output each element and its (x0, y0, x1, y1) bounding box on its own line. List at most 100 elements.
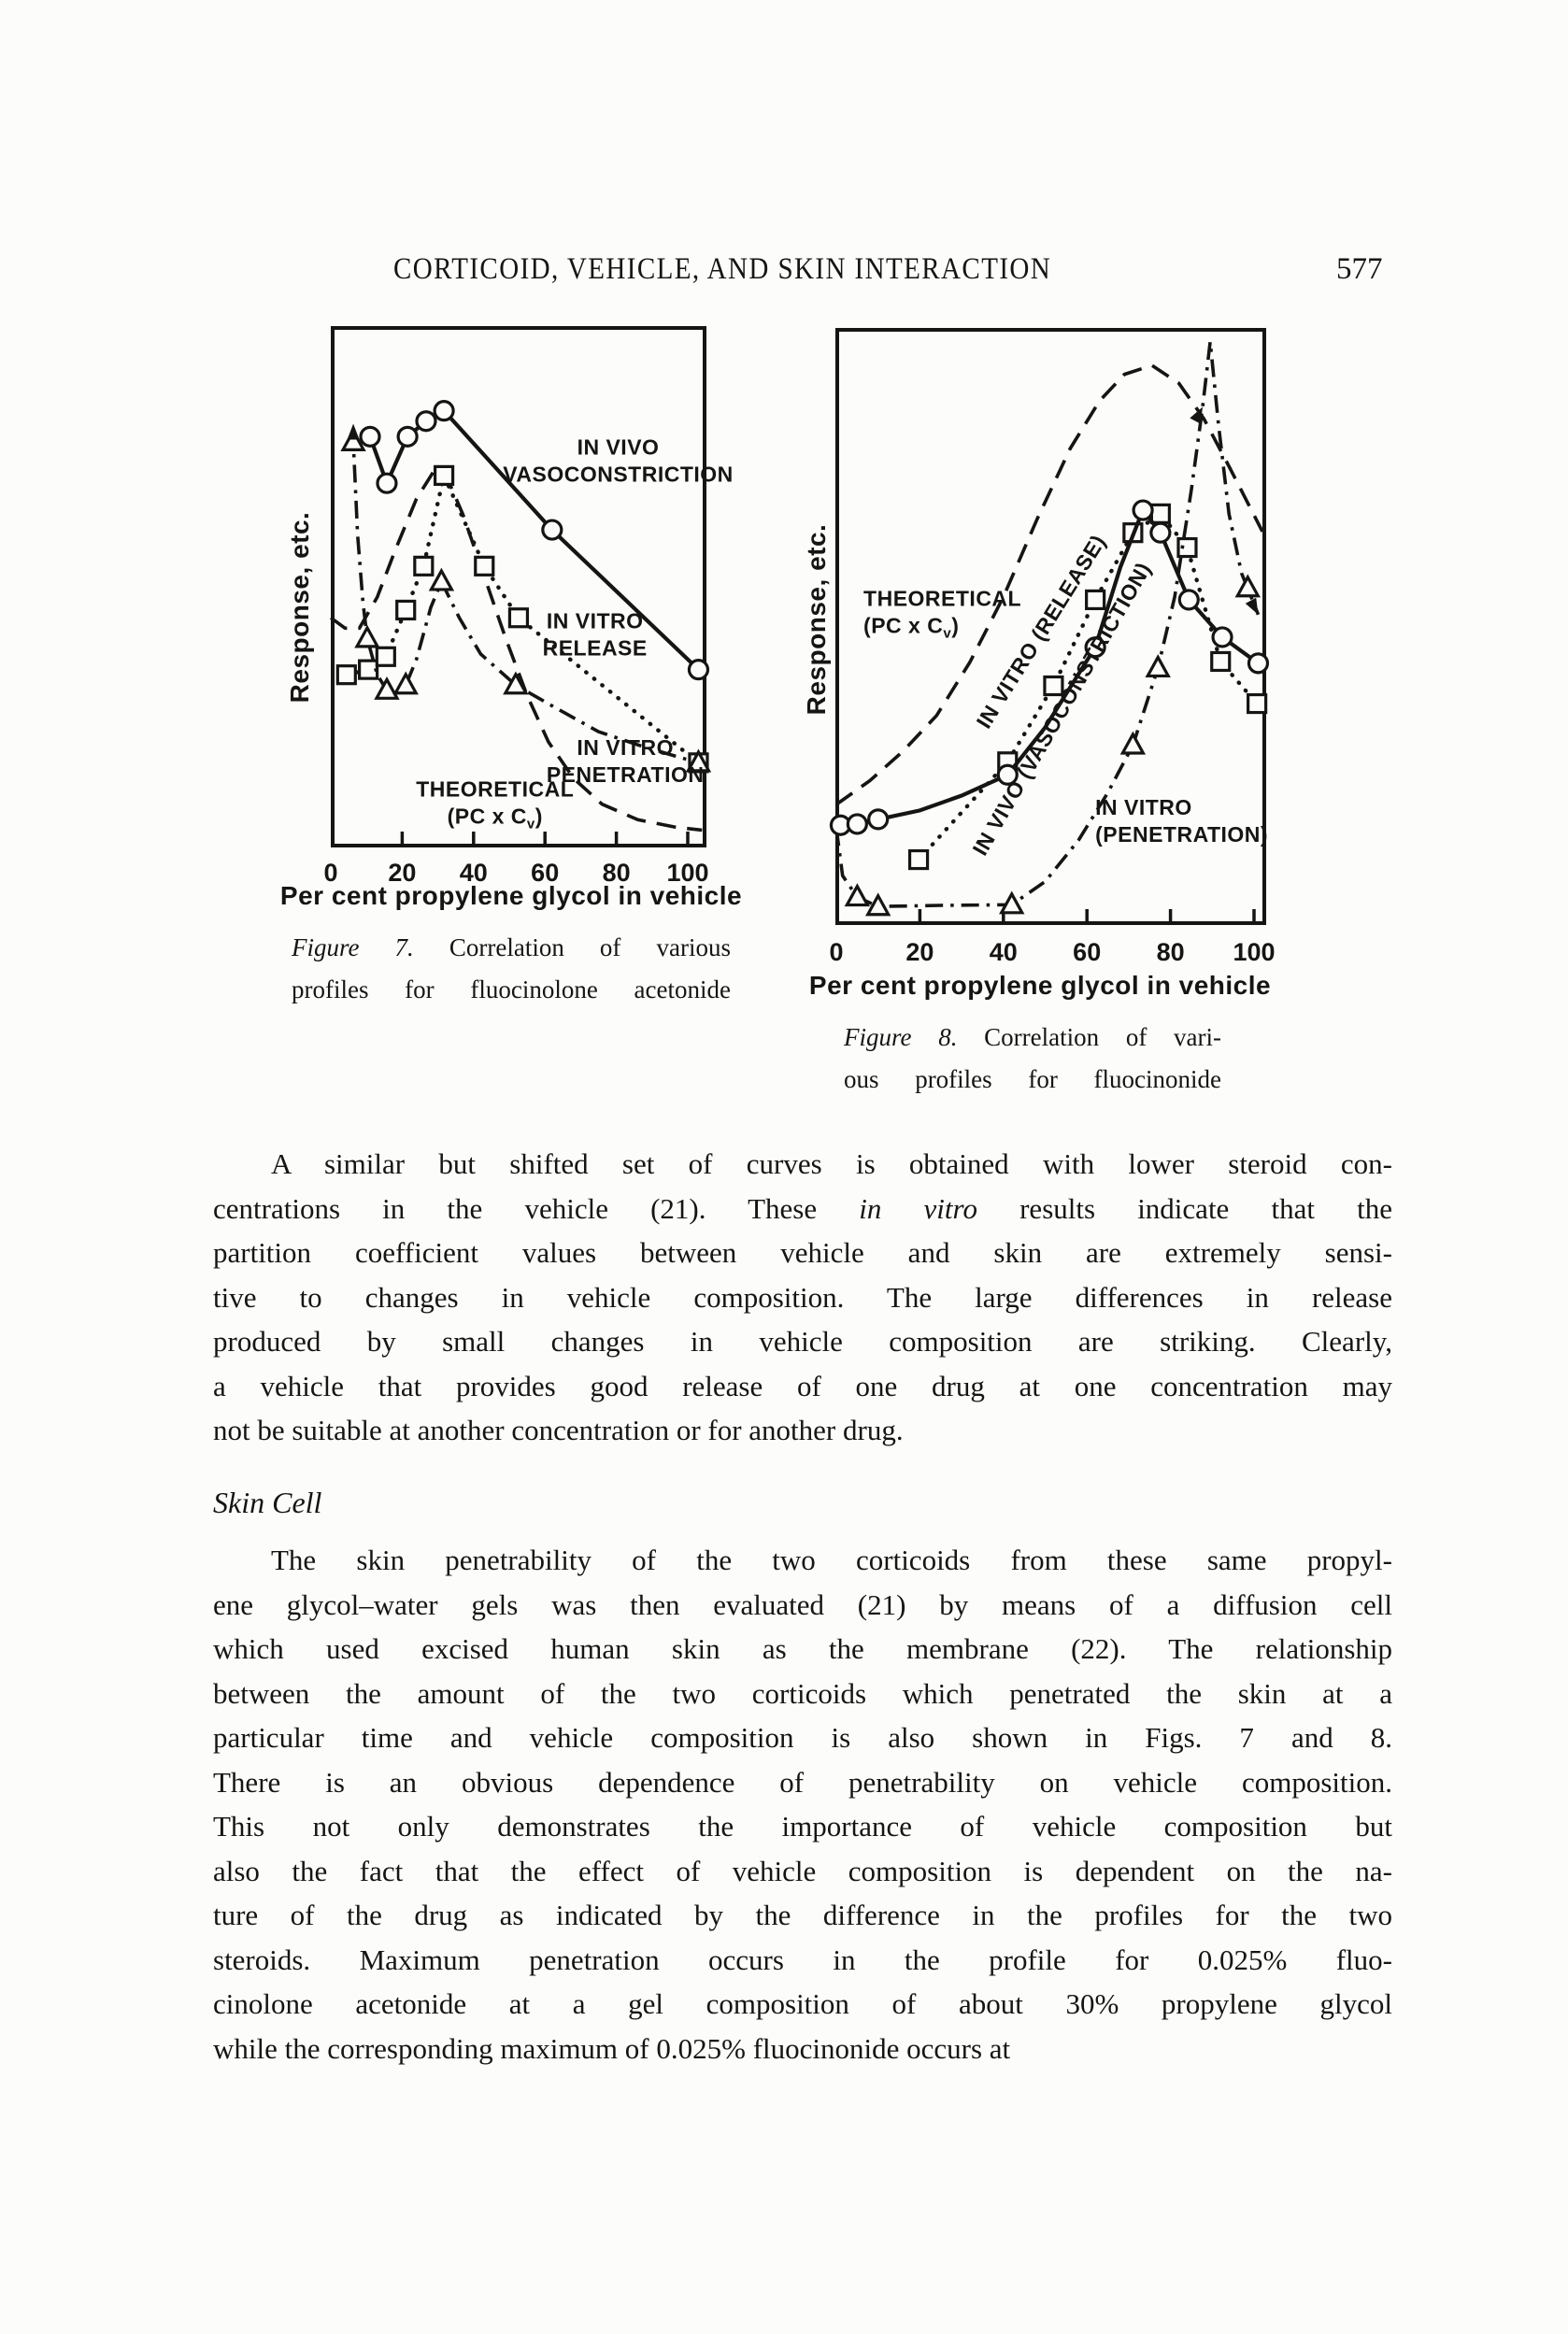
text-line: tive to changes in vehicle composition. … (213, 1280, 1392, 1314)
marker-square (1210, 650, 1232, 673)
marker-circle (996, 763, 1019, 786)
x-tick-label: 100 (1233, 938, 1275, 966)
marker-circle (1132, 499, 1154, 521)
marker-triangle (374, 676, 400, 700)
series-theoretical-pc-x-cv- (834, 363, 1264, 806)
text-line: cinolone acetonide at a gel composition … (213, 1987, 1392, 2020)
figure8-caption-label: Figure 8. (844, 1023, 958, 1051)
marker-circle (541, 519, 563, 541)
chart-annotation: IN VIVO (577, 435, 660, 460)
chart-annotation: VASOCONSTRICTION (503, 463, 734, 487)
text-line: a vehicle that provides good release of … (213, 1369, 1392, 1402)
chart-annotation: (PC x Cv) (448, 804, 543, 832)
text-line: produced by small changes in vehicle com… (213, 1325, 1392, 1358)
x-tick-label: 40 (460, 859, 488, 887)
text-line: steroids. Maximum penetration occurs in … (213, 1943, 1392, 1976)
chart-annotation: IN VITRO (1095, 795, 1192, 819)
marker-circle (1211, 626, 1233, 648)
marker-circle (846, 813, 868, 835)
marker-square (1247, 692, 1268, 715)
marker-square (395, 599, 417, 621)
x-tick-label: 60 (531, 859, 559, 887)
section-heading-skin-cell: Skin Cell (213, 1485, 322, 1519)
text-segment-italic: in vitro (859, 1191, 977, 1225)
text-line: There is an obvious dependence of penetr… (213, 1765, 1392, 1799)
text-line: partition coefficient values between veh… (213, 1236, 1392, 1269)
marker-square (1149, 503, 1171, 524)
x-axis-title: Per cent propylene glycol in vehicle (809, 971, 1271, 1000)
x-tick-label: 80 (603, 859, 631, 887)
x-tick-label: 60 (1073, 938, 1101, 966)
x-tick-label: 0 (829, 938, 843, 966)
chart-annotation: IN VITRO (RELEASE) (972, 531, 1111, 733)
figure7-caption-line1: Figure 7. Correlation of various (292, 927, 731, 969)
marker-circle (433, 400, 455, 422)
figure7-caption-line2: profiles for fluocinolone acetonide (292, 975, 731, 1003)
page-number: 577 (1336, 252, 1383, 286)
marker-square (1043, 675, 1064, 697)
text-line: centrations in the vehicle (21). These i… (213, 1187, 1392, 1231)
paragraph-2: The skin penetrability of the two cortic… (213, 1538, 1392, 2071)
x-tick-label: 0 (323, 859, 337, 887)
figure8-caption-line1: Figure 8. Correlation of vari- (844, 1017, 1221, 1059)
marker-circle (1149, 521, 1172, 544)
chart-annotation: RELEASE (543, 635, 648, 660)
marker-square (507, 607, 530, 629)
marker-square (907, 848, 930, 871)
running-head-title: CORTICOID, VEHICLE, AND SKIN INTERACTION (393, 252, 1052, 286)
marker-square (335, 664, 357, 686)
figure8-caption-text: Correlation of vari- (984, 1023, 1222, 1051)
text-line: particular time and vehicle composition … (213, 1721, 1392, 1754)
text-line: while the corresponding maximum of 0.025… (213, 2031, 1011, 2065)
figure8-caption: Figure 8. Correlation of vari- ous profi… (844, 1017, 1221, 1101)
marker-triangle (392, 671, 419, 695)
chart-annotation: IN VITRO (547, 608, 644, 633)
y-axis-title: Response, etc. (285, 512, 314, 704)
marker-triangle (340, 428, 366, 451)
marker-triangle (503, 671, 529, 695)
marker-triangle (1145, 654, 1171, 678)
x-axis-title: Per cent propylene glycol in vehicle (280, 881, 742, 910)
plot-frame (331, 326, 706, 847)
figure7-caption-label: Figure 7. (292, 933, 414, 961)
body-text: A similar but shifted set of curves is o… (213, 1142, 1392, 2071)
paragraph-1: A similar but shifted set of curves is o… (213, 1142, 1392, 1453)
marker-triangle (864, 892, 891, 917)
x-tick-label: 80 (1157, 938, 1185, 966)
marker-triangle (844, 883, 871, 907)
chart-annotation: THEORETICAL (416, 776, 574, 801)
marker-triangle (999, 890, 1025, 915)
text-segment: centrations in the vehicle (21). These (213, 1191, 860, 1225)
marker-circle (376, 472, 398, 494)
x-tick-label: 20 (388, 859, 416, 887)
text-line: ene glycol–water gels was then evaluated… (213, 1587, 1392, 1621)
text-line: not be suitable at another concentration… (213, 1414, 904, 1446)
series-theoretical-pc-x-cv- (329, 468, 703, 833)
text-line: which used excised human skin as the mem… (213, 1632, 1392, 1665)
series-in-vitro-penetration (351, 429, 700, 765)
figure7-caption-text: Correlation of various (449, 933, 731, 961)
text-line: A similar but shifted set of curves is o… (271, 1147, 1392, 1180)
figure7-caption: Figure 7. Correlation of various profile… (292, 927, 731, 1011)
plot-frame (835, 328, 1266, 925)
marker-triangle (1119, 731, 1147, 755)
chart-annotation: IN VITRO (577, 735, 674, 760)
chart-annotation: THEORETICAL (863, 586, 1021, 610)
marker-triangle (1234, 574, 1262, 598)
chart-annotation: (PENETRATION) (1095, 822, 1268, 847)
marker-square (413, 555, 435, 576)
marker-square (474, 555, 495, 576)
text-line: also the fact that the effect of vehicle… (213, 1854, 1392, 1887)
text-line: between the amount of the two corticoids… (213, 1676, 1392, 1710)
marker-circle (1177, 589, 1200, 611)
text-line: This not only demonstrates the importanc… (213, 1810, 1392, 1843)
arrowhead-icon (1245, 597, 1259, 615)
arrowhead-icon (1190, 406, 1204, 424)
marker-square (433, 464, 455, 486)
arrowhead-icon (347, 423, 360, 440)
marker-circle (1247, 652, 1270, 675)
y-axis-title: Response, etc. (802, 524, 831, 716)
figure8-chart: 0 20 40 60 80 100 Per cent propylene glycol in… (802, 328, 1276, 1000)
